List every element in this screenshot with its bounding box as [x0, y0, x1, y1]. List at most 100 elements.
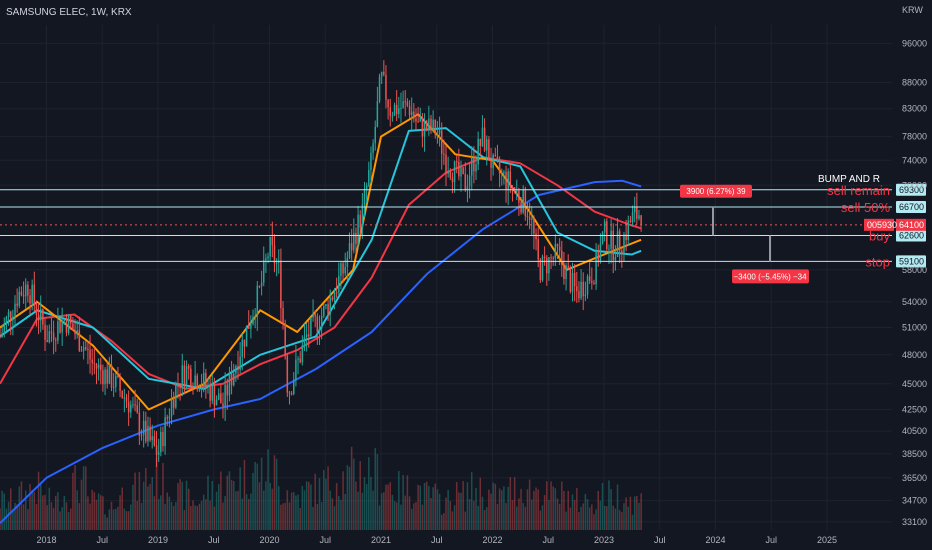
volume-bar	[104, 514, 106, 530]
volume-bar	[387, 484, 389, 530]
volume-bar	[582, 503, 584, 530]
volume-bar	[299, 508, 301, 530]
candle-body	[511, 187, 514, 189]
volume-bar	[428, 486, 430, 530]
candle-body	[640, 215, 642, 225]
candle-body	[533, 218, 535, 234]
candle-body	[262, 260, 265, 283]
y-tick-label: 96000	[902, 38, 927, 48]
candle-body	[290, 393, 293, 395]
volume-bar	[425, 481, 428, 530]
candle-body	[558, 246, 561, 251]
x-tick-label: 2023	[594, 535, 614, 545]
volume-bar	[625, 497, 627, 530]
candle-body	[18, 291, 21, 306]
volume-bar	[247, 498, 250, 530]
volume-bar	[631, 514, 634, 530]
volume-bar	[434, 483, 437, 530]
volume-bar	[151, 477, 153, 530]
candle-body	[552, 257, 554, 259]
volume-bar	[338, 495, 340, 530]
candle-body	[303, 336, 306, 346]
candle-body	[513, 187, 516, 191]
candle-body	[582, 281, 584, 297]
volume-bar	[432, 487, 434, 530]
volume-bar	[183, 510, 186, 530]
volume-bar	[93, 492, 96, 530]
candle-body	[348, 243, 351, 258]
volume-bar	[108, 509, 111, 530]
candle-body	[72, 323, 74, 331]
volume-bar	[121, 487, 123, 530]
volume-bar	[198, 503, 201, 530]
volume-bar	[331, 498, 334, 530]
volume-bar	[543, 495, 546, 530]
candle-body	[282, 307, 284, 324]
volume-bar	[50, 502, 53, 530]
volume-bar	[516, 506, 518, 530]
candle-body	[67, 316, 70, 333]
candle-body	[479, 138, 482, 146]
volume-bar	[162, 462, 164, 530]
candle-body	[33, 284, 36, 305]
volume-bar	[430, 498, 432, 530]
x-tick-label: 2018	[36, 535, 56, 545]
volume-bar	[63, 495, 66, 530]
candle-body	[284, 323, 286, 356]
candle-body	[3, 323, 6, 333]
candle-body	[123, 397, 126, 399]
volume-bar	[616, 484, 619, 530]
volume-bar	[290, 492, 293, 530]
candle-body	[7, 311, 10, 317]
candle-body	[573, 272, 576, 287]
volume-bar	[419, 485, 422, 530]
candle-body	[567, 265, 569, 269]
volume-bar	[0, 508, 1, 530]
volume-bar	[447, 490, 449, 530]
volume-bar	[48, 487, 51, 530]
volume-bar	[275, 458, 278, 530]
candle-body	[256, 285, 259, 317]
candle-body	[417, 121, 419, 123]
level-label: sell remain	[827, 183, 890, 198]
volume-bar	[239, 467, 241, 530]
candle-body	[569, 268, 572, 292]
volume-bar	[16, 504, 18, 530]
volume-bar	[483, 510, 486, 530]
candle-body	[52, 332, 55, 340]
candle-body	[142, 420, 145, 435]
volume-bar	[477, 505, 479, 530]
volume-bar	[346, 465, 349, 530]
volume-bar	[400, 504, 402, 530]
level-price-tag-text: 69300	[899, 185, 924, 195]
candle-body	[327, 304, 329, 315]
volume-bar	[220, 471, 222, 530]
volume-bar	[344, 493, 346, 530]
volume-bar	[192, 500, 194, 530]
volume-bar	[87, 496, 89, 530]
candle-body	[468, 175, 471, 187]
candle-body	[78, 330, 81, 351]
volume-bar	[1, 490, 3, 530]
currency-label: KRW	[902, 5, 923, 15]
candle-body	[539, 259, 542, 281]
candle-body	[112, 386, 115, 388]
candle-body	[531, 218, 533, 220]
candle-body	[550, 257, 552, 259]
candle-body	[295, 359, 297, 381]
candle-body	[127, 401, 130, 413]
candle-body	[301, 345, 304, 363]
candle-body	[226, 384, 229, 396]
volume-bar	[445, 497, 447, 530]
y-tick-label: 78000	[902, 132, 927, 142]
volume-bar	[350, 446, 353, 530]
volume-bar	[395, 502, 398, 530]
volume-bar	[110, 501, 113, 530]
candle-body	[470, 157, 473, 176]
candle-body	[443, 153, 445, 155]
volume-bar	[160, 495, 162, 530]
candle-body	[286, 355, 289, 393]
candle-body	[211, 384, 214, 401]
